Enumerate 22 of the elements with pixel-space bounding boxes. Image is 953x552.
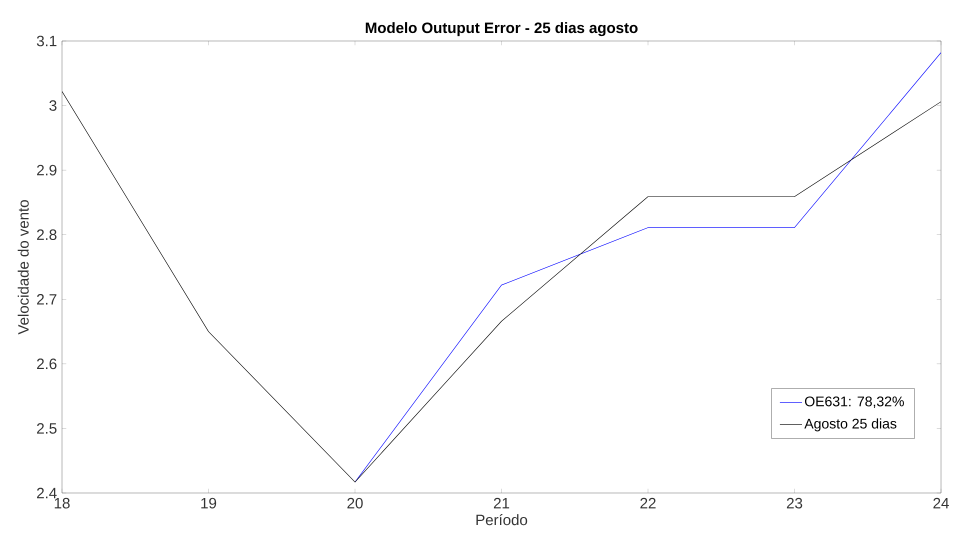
y-tick-label: 2.7 — [37, 294, 56, 305]
y-tick-label: 2.5 — [37, 423, 57, 434]
x-tick-label: 22 — [640, 498, 656, 508]
y-tick-label: 3 — [49, 100, 56, 111]
chart-title: Modelo Outuput Error - 25 dias agosto — [366, 22, 638, 36]
line-series — [354, 52, 942, 482]
x-tick-label: 23 — [786, 498, 802, 508]
y-tick-label: 2.8 — [37, 229, 56, 240]
x-tick-label: 19 — [201, 498, 216, 508]
line-series — [62, 91, 942, 482]
legend-label: OE631: 78,32% — [804, 396, 904, 408]
x-tick-label: 20 — [347, 498, 363, 508]
x-axis-title: Período — [476, 514, 528, 526]
x-tick-label: 18 — [54, 498, 70, 508]
x-tick-label: 24 — [933, 498, 949, 508]
x-tick-label: 21 — [494, 498, 510, 508]
y-axis-title: Velocidade do vento — [18, 200, 29, 334]
y-tick-label: 2.6 — [37, 358, 56, 370]
y-tick-label: 3.1 — [36, 36, 56, 46]
y-tick-label: 2.4 — [37, 488, 57, 498]
y-tick-label: 2.9 — [37, 164, 56, 176]
legend-label: Agosto 25 dias — [804, 418, 896, 432]
